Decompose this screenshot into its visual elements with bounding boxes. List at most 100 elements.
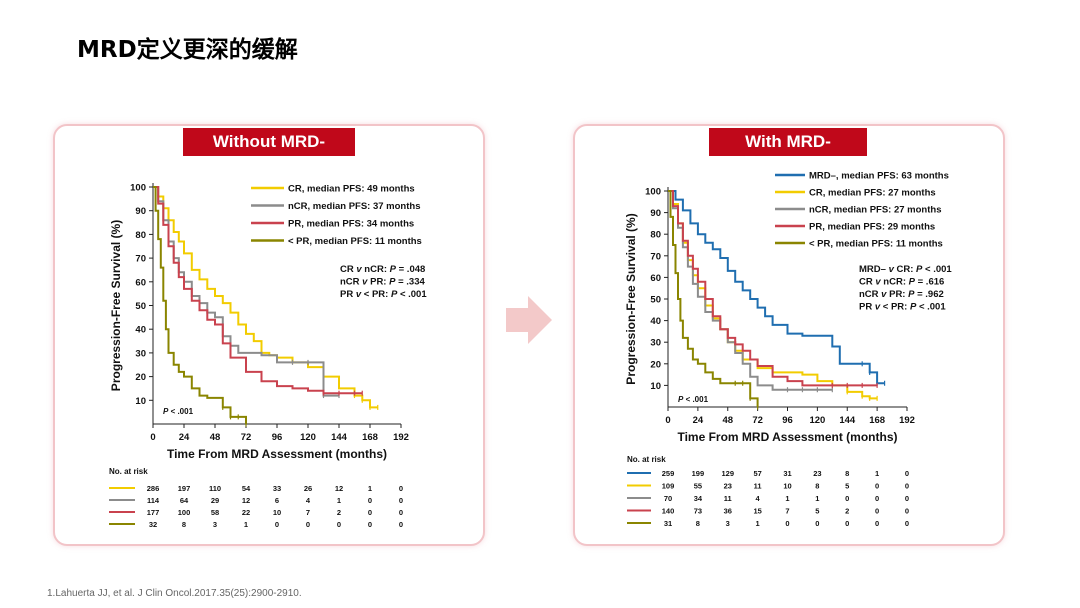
stat-line: PR v < PR: P < .001 [340,289,427,300]
at-risk-value: 5 [815,507,819,516]
citation: 1.Lahuerta JJ, et al. J Clin Oncol.2017.… [47,588,302,599]
at-risk-value: 1 [368,484,372,493]
at-risk-value: 4 [756,494,761,503]
at-risk-value: 11 [754,482,762,491]
at-risk-value: 55 [694,482,702,491]
at-risk-value: 109 [662,482,675,491]
at-risk-value: 32 [149,520,157,529]
legend-label: < PR, median PFS: 11 months [809,239,943,250]
at-risk-value: 26 [304,484,312,493]
at-risk-value: 0 [875,482,879,491]
y-tick-label: 20 [650,359,661,370]
at-risk-value: 73 [694,507,702,516]
at-risk-value: 7 [306,508,310,517]
at-risk-value: 34 [694,494,703,503]
at-risk-value: 0 [306,520,310,529]
at-risk-value: 54 [242,484,251,493]
y-tick-label: 30 [650,338,661,349]
at-risk-value: 0 [275,520,279,529]
at-risk-value: 0 [875,507,879,516]
at-risk-value: 23 [724,482,732,491]
at-risk-value: 8 [182,520,186,529]
stat-line: nCR v PR: P = .334 [340,277,425,288]
at-risk-value: 12 [242,496,250,505]
at-risk-value: 0 [905,519,909,528]
at-risk-value: 286 [147,484,160,493]
at-risk-value: 0 [368,496,372,505]
y-tick-label: 90 [135,206,146,217]
at-risk-value: 0 [845,519,849,528]
at-risk-value: 1 [756,519,760,528]
y-tick-label: 40 [135,325,146,336]
at-risk-value: 0 [399,496,403,505]
stat-line: CR v nCR: P = .616 [859,277,944,288]
at-risk-value: 1 [815,494,819,503]
x-tick-label: 168 [362,432,378,443]
at-risk-value: 2 [337,508,341,517]
y-tick-label: 100 [130,183,146,194]
x-tick-label: 0 [665,415,670,426]
legend-label: CR, median PFS: 49 months [288,184,415,195]
x-tick-label: 144 [331,432,348,443]
legend-label: MRD–, median PFS: 63 months [809,171,949,182]
at-risk-value: 0 [875,494,879,503]
at-risk-value: 0 [905,482,909,491]
at-risk-value: 0 [785,519,789,528]
y-tick-label: 60 [135,277,146,288]
at-risk-value: 64 [180,496,189,505]
km-curve-series-2 [153,186,363,395]
at-risk-value: 31 [664,519,672,528]
at-risk-value: 10 [273,508,281,517]
at-risk-value: 11 [724,494,732,503]
y-axis-label: Progression-Free Survival (%) [109,220,123,391]
at-risk-value: 33 [273,484,281,493]
at-risk-value: 0 [845,494,849,503]
at-risk-value: 0 [368,520,372,529]
x-tick-label: 48 [722,415,733,426]
at-risk-value: 197 [178,484,191,493]
x-tick-label: 72 [241,432,252,443]
at-risk-value: 5 [845,482,849,491]
at-risk-value: 8 [845,469,849,478]
at-risk-value: 57 [753,469,761,478]
x-tick-label: 96 [782,415,793,426]
at-risk-value: 0 [399,508,403,517]
at-risk-value: 199 [692,469,705,478]
at-risk-value: 29 [211,496,219,505]
at-risk-value: 0 [905,494,909,503]
slide-title: MRD定义更深的缓解 [77,37,298,63]
at-risk-value: 177 [147,508,160,517]
at-risk-value: 8 [815,482,819,491]
stat-line: PR v < PR: P < .001 [859,302,946,313]
y-tick-label: 50 [650,295,661,306]
at-risk-value: 0 [368,508,372,517]
at-risk-value: 10 [783,482,791,491]
p-value-note: P < .001 [678,395,709,404]
km-curve-series-4 [668,190,759,407]
at-risk-value: 140 [662,507,675,516]
at-risk-value: 2 [845,507,849,516]
at-risk-value: 110 [209,484,221,493]
at-risk-value: 22 [242,508,250,517]
x-tick-label: 24 [693,415,704,426]
at-risk-value: 114 [147,496,160,505]
at-risk-value: 23 [813,469,821,478]
at-risk-value: 8 [696,519,700,528]
y-tick-label: 70 [650,251,661,262]
km-curve-series-3 [153,186,247,424]
y-axis-label: Progression-Free Survival (%) [624,213,638,384]
x-tick-label: 120 [300,432,316,443]
chart-panel-with-mrd: With MRD- 10 20 30 40 50 60 70 80 90 100 0 24 48 72 96… [573,124,1005,546]
x-tick-label: 72 [752,415,763,426]
at-risk-value: 15 [753,507,761,516]
panel-header-with-mrd: With MRD- [709,128,867,156]
at-risk-value: 58 [211,508,219,517]
y-tick-label: 30 [135,348,146,359]
x-tick-label: 96 [272,432,283,443]
stat-line: CR v nCR: P = .048 [340,264,425,275]
x-tick-label: 48 [210,432,221,443]
at-risk-heading: No. at risk [109,467,148,476]
at-risk-value: 0 [905,507,909,516]
at-risk-value: 6 [275,496,279,505]
legend-label: nCR, median PFS: 27 months [809,205,942,216]
